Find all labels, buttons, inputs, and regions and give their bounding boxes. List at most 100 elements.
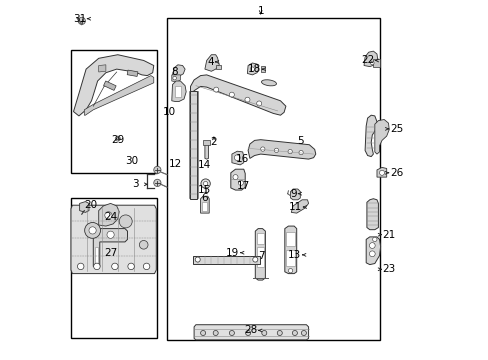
Text: 9: 9 <box>290 189 296 199</box>
Bar <box>193 256 260 264</box>
Polygon shape <box>200 196 209 213</box>
Circle shape <box>368 251 374 257</box>
Text: 31: 31 <box>73 14 86 24</box>
Circle shape <box>111 263 118 270</box>
Polygon shape <box>260 66 265 72</box>
Polygon shape <box>291 200 308 213</box>
Circle shape <box>288 269 292 273</box>
Circle shape <box>274 148 278 153</box>
Circle shape <box>143 263 149 270</box>
Polygon shape <box>204 143 208 159</box>
Circle shape <box>368 243 374 248</box>
Polygon shape <box>71 205 156 274</box>
Text: 10: 10 <box>163 107 176 117</box>
Circle shape <box>260 147 264 151</box>
Circle shape <box>78 17 85 24</box>
Circle shape <box>292 330 297 336</box>
Bar <box>103 81 116 90</box>
Circle shape <box>153 179 161 186</box>
Text: 5: 5 <box>297 136 304 146</box>
Circle shape <box>200 330 205 336</box>
Text: 11: 11 <box>288 202 302 212</box>
Circle shape <box>252 257 257 262</box>
Circle shape <box>94 263 100 270</box>
Text: 6: 6 <box>201 193 207 203</box>
Text: 27: 27 <box>104 248 117 258</box>
Text: 3: 3 <box>132 179 139 189</box>
Circle shape <box>261 330 266 336</box>
Circle shape <box>213 330 218 336</box>
Circle shape <box>104 212 112 219</box>
Text: 12: 12 <box>168 159 182 169</box>
Circle shape <box>127 263 134 270</box>
Circle shape <box>201 179 210 188</box>
Circle shape <box>139 240 148 249</box>
Text: 23: 23 <box>382 264 395 274</box>
Bar <box>256 233 264 244</box>
Text: 4: 4 <box>207 57 214 67</box>
Circle shape <box>153 166 161 174</box>
Circle shape <box>115 136 120 141</box>
Polygon shape <box>366 199 378 230</box>
Polygon shape <box>215 65 221 69</box>
Bar <box>71 50 157 173</box>
Bar <box>285 250 295 266</box>
Polygon shape <box>171 81 186 102</box>
Polygon shape <box>290 189 300 200</box>
Circle shape <box>238 180 243 185</box>
Text: 22: 22 <box>360 55 373 66</box>
Polygon shape <box>171 75 180 82</box>
Circle shape <box>245 330 250 336</box>
Polygon shape <box>189 91 197 199</box>
Bar <box>127 70 138 76</box>
Bar <box>95 247 98 263</box>
Text: 21: 21 <box>382 230 395 240</box>
Text: 2: 2 <box>210 137 217 147</box>
Polygon shape <box>93 229 127 266</box>
Circle shape <box>256 101 261 106</box>
Circle shape <box>301 330 306 336</box>
Polygon shape <box>363 51 377 67</box>
Circle shape <box>244 97 249 102</box>
Circle shape <box>84 222 101 238</box>
Polygon shape <box>204 55 219 71</box>
Polygon shape <box>376 167 386 177</box>
Ellipse shape <box>261 80 276 86</box>
Bar <box>174 86 181 97</box>
Circle shape <box>229 92 234 97</box>
Text: 8: 8 <box>171 67 177 77</box>
Circle shape <box>277 330 282 336</box>
Text: 20: 20 <box>84 200 97 210</box>
Polygon shape <box>365 115 376 157</box>
Polygon shape <box>99 203 119 226</box>
Circle shape <box>298 150 303 155</box>
Circle shape <box>370 61 373 65</box>
Polygon shape <box>284 226 296 274</box>
Polygon shape <box>99 65 106 72</box>
Polygon shape <box>374 120 388 154</box>
Polygon shape <box>247 63 258 75</box>
Text: 16: 16 <box>236 154 249 164</box>
Bar <box>285 232 295 246</box>
Polygon shape <box>172 65 185 76</box>
Polygon shape <box>247 140 315 159</box>
Circle shape <box>372 237 376 242</box>
Polygon shape <box>80 202 89 212</box>
Polygon shape <box>366 237 380 265</box>
Text: 24: 24 <box>104 212 117 222</box>
Text: 13: 13 <box>287 250 301 260</box>
Text: 18: 18 <box>247 64 261 74</box>
Circle shape <box>172 76 176 80</box>
Circle shape <box>107 231 114 238</box>
Bar <box>256 247 264 267</box>
Polygon shape <box>203 140 210 145</box>
Polygon shape <box>73 55 153 116</box>
Polygon shape <box>194 325 308 340</box>
Text: 15: 15 <box>197 185 210 195</box>
Circle shape <box>89 227 96 234</box>
Polygon shape <box>230 169 244 190</box>
Circle shape <box>379 170 384 175</box>
Circle shape <box>234 155 240 161</box>
Polygon shape <box>231 151 244 165</box>
Circle shape <box>77 263 84 270</box>
